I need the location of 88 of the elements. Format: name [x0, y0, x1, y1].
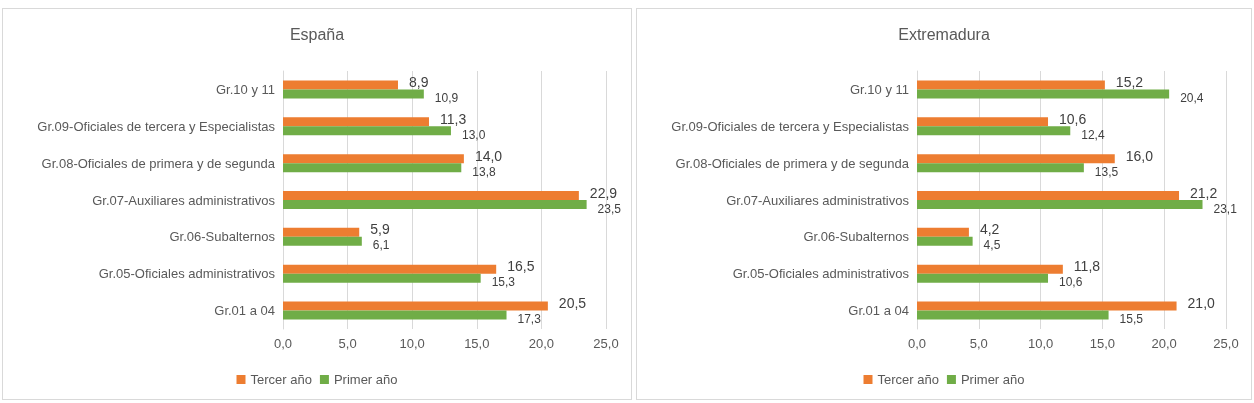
- legend-label: Tercer año: [250, 372, 312, 387]
- x-tick-label: 5,0: [969, 336, 988, 351]
- y-tick-label: Gr.01 a 04: [214, 303, 275, 319]
- bar: [917, 89, 1170, 99]
- chart-title: Extremadura: [898, 25, 990, 43]
- bar: [283, 117, 429, 127]
- bar: [917, 264, 1063, 274]
- y-tick-label: Gr.06-Subalternos: [169, 229, 276, 245]
- data-label: 13,8: [472, 164, 496, 179]
- bar: [917, 200, 1203, 209]
- bar: [283, 89, 424, 99]
- x-tick-label: 10,0: [1027, 336, 1054, 351]
- x-tick-label: 15,0: [1089, 336, 1116, 351]
- data-label: 20,5: [558, 295, 587, 312]
- bar: [917, 80, 1105, 90]
- bar: [917, 163, 1084, 173]
- bar: [283, 236, 362, 246]
- bar: [283, 301, 548, 311]
- data-label: 12,4: [1081, 127, 1105, 142]
- data-label: 4,5: [983, 238, 1001, 253]
- data-label: 15,3: [491, 275, 516, 290]
- y-tick-label: Gr.10 y 11: [215, 81, 275, 97]
- data-label: 15,2: [1115, 73, 1144, 90]
- data-label: 5,9: [370, 221, 390, 238]
- data-label: 16,0: [1125, 147, 1154, 164]
- data-label: 8,9: [408, 73, 429, 90]
- x-tick-label: 0,0: [907, 336, 927, 351]
- bar: [917, 154, 1115, 164]
- y-tick-label: Gr.07-Auxiliares administrativos: [92, 192, 276, 208]
- data-label: 4,2: [979, 221, 1000, 238]
- legend-label: Tercer año: [877, 372, 939, 387]
- y-tick-label: Gr.05-Oficiales administrativos: [732, 266, 910, 282]
- data-label: 17,3: [517, 312, 542, 327]
- data-label: 21,0: [1187, 295, 1216, 312]
- legend-label: Primer año: [960, 372, 1025, 387]
- x-tick-label: 5,0: [338, 336, 357, 351]
- data-label: 10,6: [1059, 110, 1087, 127]
- y-tick-label: Gr.07-Auxiliares administrativos: [726, 192, 910, 208]
- data-label: 10,6: [1059, 275, 1083, 290]
- x-tick-label: 20,0: [528, 336, 555, 351]
- bar: [283, 310, 507, 320]
- bar: [283, 200, 587, 209]
- x-tick-label: 0,0: [273, 336, 293, 351]
- data-label: 6,1: [372, 238, 390, 253]
- bar: [917, 310, 1109, 320]
- bar: [283, 163, 462, 173]
- bar: [917, 227, 969, 237]
- data-label: 23,5: [597, 201, 622, 216]
- bar: [283, 154, 464, 164]
- data-label: 11,8: [1073, 258, 1101, 275]
- y-tick-label: Gr.08-Oficiales de primera y de segunda: [675, 155, 910, 171]
- data-label: 13,5: [1094, 164, 1119, 179]
- y-tick-label: Gr.10 y 11: [849, 81, 909, 97]
- data-label: 16,5: [507, 258, 535, 275]
- legend-label: Primer año: [333, 372, 398, 387]
- x-tick-label: 25,0: [593, 336, 619, 351]
- bar: [917, 273, 1049, 283]
- data-label: 22,9: [589, 184, 618, 201]
- data-label: 15,5: [1119, 312, 1144, 327]
- x-tick-label: 10,0: [399, 336, 425, 351]
- bar: [283, 264, 497, 274]
- y-tick-label: Gr.01 a 04: [848, 303, 909, 319]
- data-label: 10,9: [434, 90, 459, 105]
- y-tick-label: Gr.09-Oficiales de tercera y Especialistas: [671, 118, 910, 134]
- data-label: 13,0: [461, 127, 486, 142]
- data-label: 21,2: [1190, 184, 1218, 201]
- data-label: 20,4: [1180, 90, 1204, 105]
- bar: [917, 191, 1180, 200]
- data-label: 11,3: [440, 110, 467, 127]
- y-tick-label: Gr.06-Subalternos: [803, 229, 910, 245]
- bar: [917, 126, 1071, 136]
- bar: [917, 301, 1177, 311]
- bar: [283, 191, 579, 200]
- bar: [283, 227, 360, 237]
- y-tick-label: Gr.08-Oficiales de primera y de segunda: [41, 155, 276, 171]
- x-tick-label: 15,0: [464, 336, 490, 351]
- y-tick-label: Gr.05-Oficiales administrativos: [98, 266, 276, 282]
- bar: [917, 236, 973, 246]
- bar: [283, 80, 398, 90]
- chart-title: España: [289, 25, 345, 43]
- x-tick-label: 25,0: [1213, 336, 1239, 351]
- bar: [917, 117, 1049, 127]
- y-tick-label: Gr.09-Oficiales de tercera y Especialistas: [37, 118, 276, 134]
- data-label: 23,1: [1213, 201, 1238, 216]
- data-label: 14,0: [474, 147, 503, 164]
- x-tick-label: 20,0: [1151, 336, 1177, 351]
- bar: [283, 273, 481, 283]
- bar: [283, 126, 451, 136]
